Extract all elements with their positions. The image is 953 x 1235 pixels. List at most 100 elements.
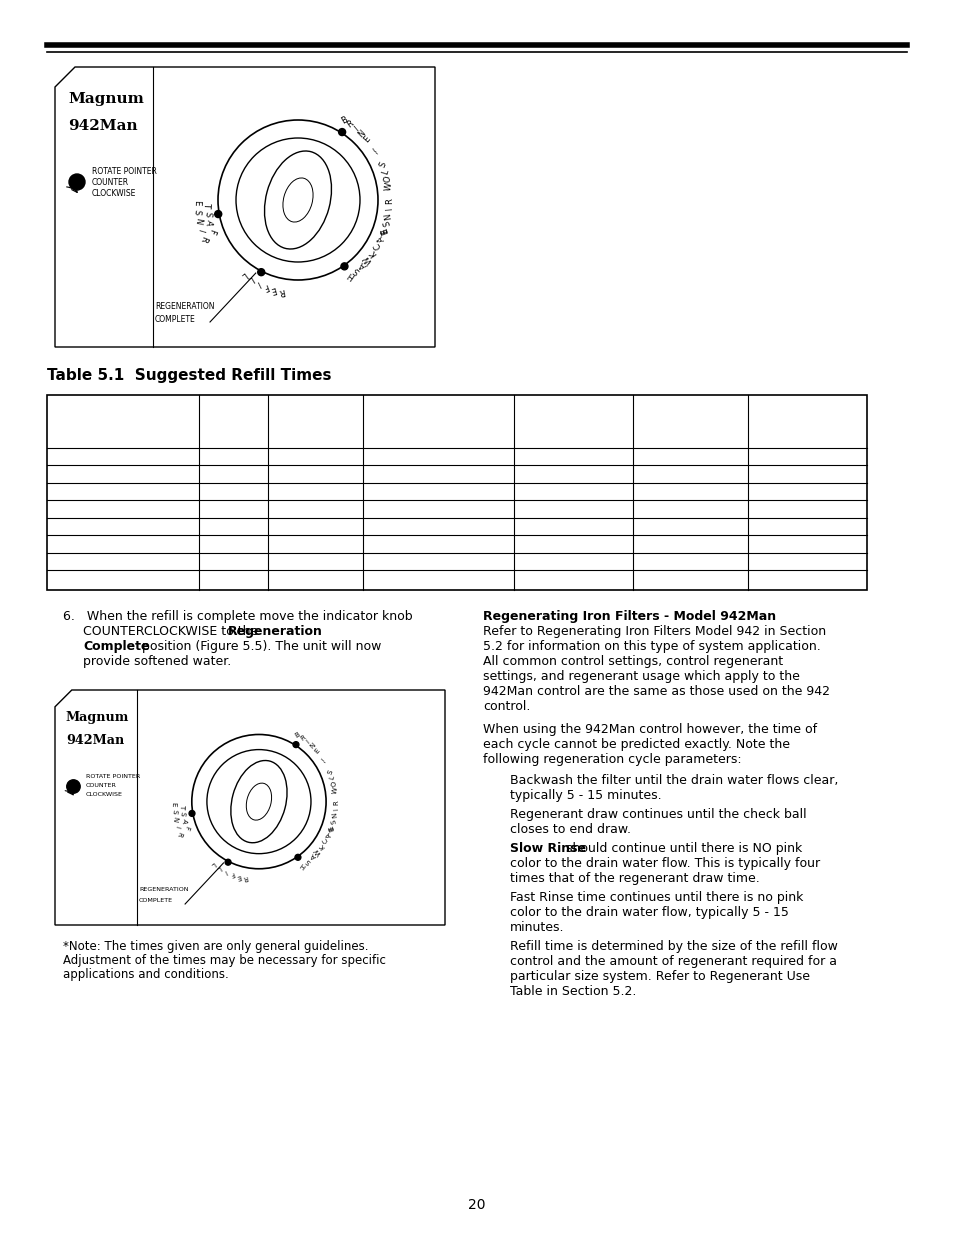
Text: N: N [332,811,338,819]
Text: S: S [377,161,388,169]
Text: S: S [326,768,334,776]
Text: H: H [345,269,355,280]
Text: 6.   When the refill is complete move the indicator knob: 6. When the refill is complete move the … [63,610,413,622]
Circle shape [257,269,264,275]
Text: S: S [192,209,201,215]
Circle shape [214,210,221,217]
Text: /: / [321,758,327,763]
Text: W: W [362,253,375,266]
Text: color to the drain water flow. This is typically four: color to the drain water flow. This is t… [510,857,820,869]
Text: typically 5 - 15 minutes.: typically 5 - 15 minutes. [510,789,661,802]
Text: L: L [215,864,222,871]
Text: N: N [356,128,367,140]
Text: 5.2 for information on this type of system application.: 5.2 for information on this type of syst… [482,640,820,653]
Text: minutes.: minutes. [510,921,564,934]
Text: ROTATE POINTER: ROTATE POINTER [91,167,156,177]
Text: N: N [309,742,316,750]
Text: control.: control. [482,700,530,713]
Text: B: B [379,227,389,236]
Text: B: B [328,825,335,831]
Text: Refer to Regenerating Iron Filters Model 942 in Section: Refer to Regenerating Iron Filters Model… [482,625,825,638]
Text: L: L [246,274,254,284]
Text: A: A [204,219,213,227]
Text: REGENERATION: REGENERATION [154,303,214,311]
Circle shape [189,810,194,816]
Text: A: A [180,818,188,824]
Text: COUNTER: COUNTER [86,783,117,788]
Text: COMPLETE: COMPLETE [154,315,195,324]
Text: E: E [361,135,372,144]
Text: B: B [294,731,301,739]
Text: position (Figure 5.5). The unit will now: position (Figure 5.5). The unit will now [138,640,381,653]
Text: Regenerating Iron Filters - Model 942Man: Regenerating Iron Filters - Model 942Man [482,610,776,622]
Text: W: W [314,847,322,856]
Text: Fast Rinse time continues until there is no pink: Fast Rinse time continues until there is… [510,890,802,904]
Text: color to the drain water flow, typically 5 - 15: color to the drain water flow, typically… [510,906,788,919]
Text: L: L [210,860,216,867]
Text: 942Man: 942Man [66,734,124,747]
Text: H: H [299,861,307,868]
Text: N: N [172,816,178,823]
Text: E: E [235,873,241,879]
Text: S: S [352,266,362,275]
Text: COUNTER: COUNTER [91,178,129,186]
Text: All common control settings, control regenerant: All common control settings, control reg… [482,655,782,668]
Text: COUNTERCLOCKWISE to the: COUNTERCLOCKWISE to the [83,625,262,638]
Text: ROTATE POINTER: ROTATE POINTER [86,774,140,779]
Text: *Note: The times given are only general guidelines.: *Note: The times given are only general … [63,940,368,953]
Text: B: B [339,115,349,126]
Text: A: A [310,852,317,860]
Text: R: R [385,198,395,204]
Text: I: I [254,278,261,288]
Text: E: E [313,747,320,755]
Text: E: E [328,824,335,830]
Text: Table in Section 5.2.: Table in Section 5.2. [510,986,636,998]
Text: S: S [330,819,336,824]
Text: I: I [385,207,394,210]
Text: Complete: Complete [83,640,150,653]
Text: S: S [202,211,212,217]
Text: K: K [368,248,378,258]
Circle shape [338,128,345,136]
Circle shape [340,263,348,270]
Text: R: R [242,874,248,881]
Text: F: F [206,227,216,236]
Text: R: R [198,233,209,242]
Text: E: E [379,226,390,235]
Circle shape [293,742,298,747]
Text: REGENERATION: REGENERATION [139,887,189,892]
Text: R: R [175,830,183,837]
Text: S: S [305,857,312,864]
Text: C: C [372,241,383,251]
Text: I: I [173,825,180,829]
Text: L: L [380,168,390,175]
Text: F: F [183,825,190,831]
Text: L: L [329,776,335,781]
Text: E: E [171,802,176,806]
Text: R: R [278,285,285,295]
Text: closes to end draw.: closes to end draw. [510,823,630,836]
Text: N: N [383,212,394,220]
Text: Table 5.1  Suggested Refill Times: Table 5.1 Suggested Refill Times [47,368,331,383]
Text: F: F [229,871,234,877]
Text: times that of the regenerant draw time.: times that of the regenerant draw time. [510,872,759,885]
Text: Slow Rinse: Slow Rinse [510,842,585,855]
Text: I: I [223,868,227,874]
Text: COMPLETE: COMPLETE [139,898,172,903]
Text: Magnum: Magnum [68,91,144,106]
Text: E: E [192,200,200,206]
Text: CLOCKWISE: CLOCKWISE [91,189,136,198]
Text: C: C [322,836,330,844]
Text: O: O [382,174,393,183]
Text: When using the 942Man control however, the time of: When using the 942Man control however, t… [482,722,817,736]
Text: Backwash the filter until the drain water flows clear,: Backwash the filter until the drain wate… [510,774,838,787]
Text: each cycle cannot be predicted exactly. Note the: each cycle cannot be predicted exactly. … [482,739,789,751]
Text: applications and conditions.: applications and conditions. [63,968,229,981]
Text: Regeneration: Regeneration [228,625,322,638]
Text: CLOCKWISE: CLOCKWISE [86,793,123,798]
Text: should continue until there is NO pink: should continue until there is NO pink [561,842,801,855]
Circle shape [225,860,231,866]
Text: T: T [178,804,185,808]
Text: R: R [345,119,355,130]
Text: L: L [238,269,248,279]
